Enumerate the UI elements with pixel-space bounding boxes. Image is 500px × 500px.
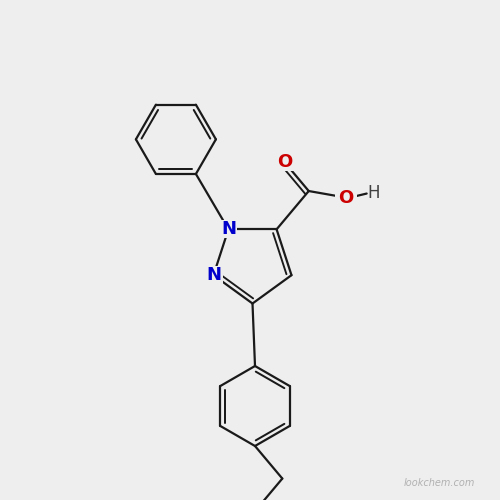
FancyBboxPatch shape bbox=[204, 266, 222, 284]
FancyBboxPatch shape bbox=[220, 220, 238, 238]
Text: O: O bbox=[338, 188, 353, 206]
FancyBboxPatch shape bbox=[274, 154, 295, 172]
Text: O: O bbox=[277, 154, 292, 172]
Text: N: N bbox=[221, 220, 236, 238]
Text: N: N bbox=[206, 266, 221, 284]
Text: lookchem.com: lookchem.com bbox=[404, 478, 475, 488]
Text: H: H bbox=[367, 184, 380, 202]
FancyBboxPatch shape bbox=[334, 188, 356, 206]
